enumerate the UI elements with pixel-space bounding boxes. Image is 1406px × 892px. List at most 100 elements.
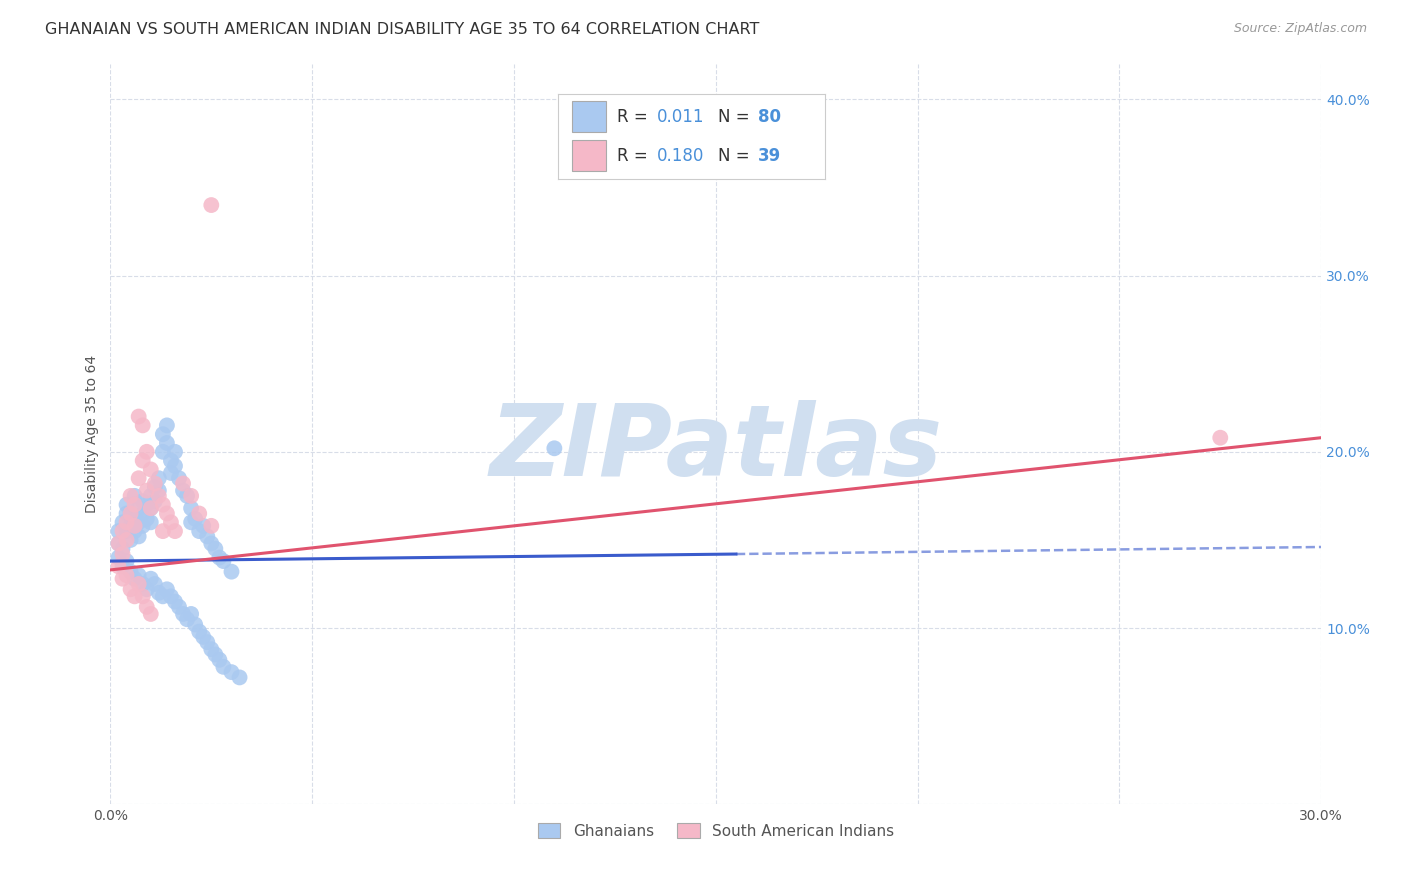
Point [139, 572, 162, 586]
Point [131, 519, 153, 533]
Point [115, 568, 138, 582]
Point [163, 445, 186, 459]
Point [131, 590, 153, 604]
Point [156, 418, 179, 433]
Point [200, 536, 222, 550]
Point [221, 665, 243, 680]
Point [124, 519, 146, 533]
Point [135, 599, 157, 614]
Point [152, 524, 174, 538]
Point [148, 471, 170, 485]
Point [160, 453, 183, 467]
Y-axis label: Disability Age 35 to 64: Disability Age 35 to 64 [86, 355, 100, 513]
Point [180, 607, 202, 621]
Legend: Ghanaians, South American Indians: Ghanaians, South American Indians [531, 817, 900, 845]
Point [172, 483, 194, 498]
Point [131, 577, 153, 591]
Point [107, 524, 129, 538]
Point [111, 559, 134, 574]
Point [188, 624, 211, 639]
Point [111, 524, 134, 538]
Point [148, 586, 170, 600]
Point [124, 572, 146, 586]
Point [200, 198, 222, 212]
Point [160, 466, 183, 480]
Point [152, 498, 174, 512]
Point [143, 476, 166, 491]
Point [152, 590, 174, 604]
Point [111, 516, 134, 530]
Point [204, 648, 226, 662]
Point [115, 516, 138, 530]
Point [120, 565, 142, 579]
Point [139, 501, 162, 516]
Point [184, 512, 207, 526]
Point [111, 547, 134, 561]
Point [148, 489, 170, 503]
Point [124, 590, 146, 604]
Point [115, 507, 138, 521]
Point [195, 635, 218, 649]
Point [135, 582, 157, 597]
Point [107, 550, 129, 565]
Point [200, 519, 222, 533]
Point [180, 501, 202, 516]
Text: Source: ZipAtlas.com: Source: ZipAtlas.com [1233, 22, 1367, 36]
Point [156, 507, 179, 521]
Point [193, 630, 215, 644]
Point [167, 599, 190, 614]
Point [195, 529, 218, 543]
Point [163, 594, 186, 608]
Point [107, 536, 129, 550]
Point [135, 445, 157, 459]
Point [204, 541, 226, 556]
Point [167, 471, 190, 485]
Point [107, 536, 129, 550]
Point [120, 489, 142, 503]
Point [115, 554, 138, 568]
Point [156, 582, 179, 597]
Point [128, 471, 150, 485]
Point [1209, 431, 1232, 445]
Point [143, 480, 166, 494]
Point [139, 516, 162, 530]
Text: ZIPatlas: ZIPatlas [489, 401, 942, 498]
Point [143, 494, 166, 508]
Point [143, 577, 166, 591]
Point [131, 418, 153, 433]
Point [135, 512, 157, 526]
Text: GHANAIAN VS SOUTH AMERICAN INDIAN DISABILITY AGE 35 TO 64 CORRELATION CHART: GHANAIAN VS SOUTH AMERICAN INDIAN DISABI… [45, 22, 759, 37]
Point [128, 409, 150, 424]
Point [115, 524, 138, 538]
Point [128, 501, 150, 516]
Point [111, 572, 134, 586]
Point [139, 607, 162, 621]
Point [212, 660, 235, 674]
Point [188, 507, 211, 521]
Point [176, 489, 198, 503]
Point [160, 590, 183, 604]
Point [208, 550, 231, 565]
Point [228, 670, 250, 684]
Point [156, 436, 179, 450]
Point [184, 617, 207, 632]
Point [148, 483, 170, 498]
Point [139, 489, 162, 503]
Point [128, 516, 150, 530]
Point [120, 582, 142, 597]
Point [131, 453, 153, 467]
Point [180, 516, 202, 530]
Point [124, 512, 146, 526]
Point [124, 498, 146, 512]
Point [200, 642, 222, 657]
Point [120, 533, 142, 547]
Point [128, 577, 150, 591]
Point [120, 507, 142, 521]
Point [543, 442, 565, 456]
Point [128, 529, 150, 543]
Point [139, 462, 162, 476]
Point [128, 568, 150, 582]
Point [111, 541, 134, 556]
Point [180, 489, 202, 503]
Point [135, 483, 157, 498]
